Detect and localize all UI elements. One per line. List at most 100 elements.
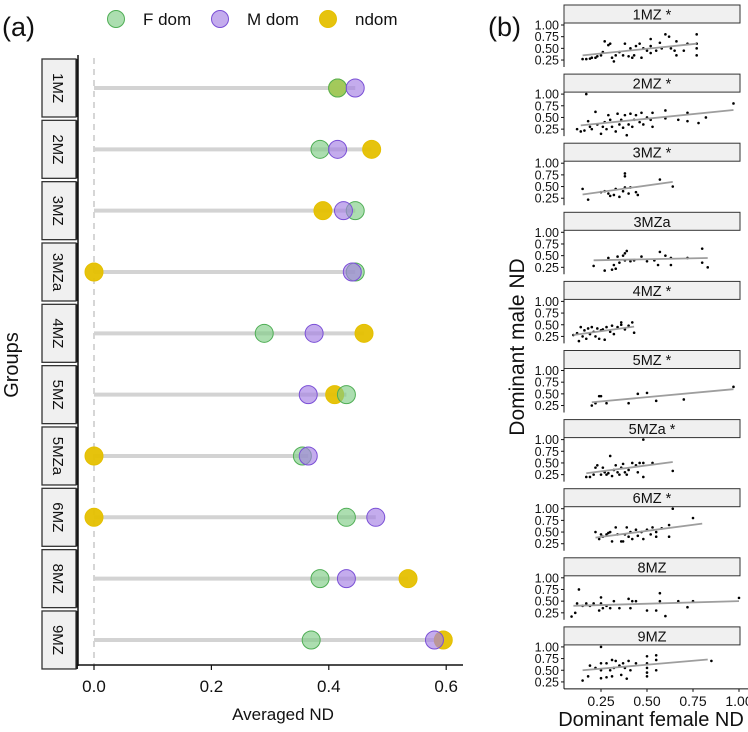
y-tick-label: 1.00 xyxy=(535,226,559,240)
data-point xyxy=(584,337,588,341)
data-point xyxy=(579,130,583,133)
data-point xyxy=(616,470,619,474)
data-point xyxy=(654,668,658,672)
y-tick-label: 0.25 xyxy=(535,675,559,689)
facet-label: 2MZ * xyxy=(633,77,672,93)
data-point xyxy=(651,125,654,129)
group-label: 3MZ xyxy=(49,196,66,226)
facet-label: 3MZa xyxy=(633,215,671,231)
y-tick-label: 1.00 xyxy=(535,571,559,585)
data-point xyxy=(581,187,584,191)
data-point xyxy=(645,675,649,678)
fit-line xyxy=(593,257,708,262)
data-point xyxy=(610,125,614,129)
y-tick-label: 0.75 xyxy=(535,583,559,597)
data-point xyxy=(623,470,627,474)
fit-line xyxy=(573,600,740,607)
data-point xyxy=(671,185,675,188)
data-point xyxy=(649,51,652,55)
data-point xyxy=(623,42,627,45)
fit-line xyxy=(582,42,697,57)
data-point xyxy=(608,530,612,534)
fit-line xyxy=(582,658,708,672)
data-point xyxy=(664,254,667,257)
y-tick-label: 0.75 xyxy=(535,376,559,390)
facet-strip xyxy=(563,4,741,24)
data-point xyxy=(573,611,577,615)
group-label: 5MZa xyxy=(49,437,66,476)
data-point xyxy=(669,47,673,50)
data-point xyxy=(640,255,643,258)
y-tick-label: 0.25 xyxy=(535,606,559,620)
data-point xyxy=(581,335,584,338)
data-point xyxy=(590,325,594,329)
data-point xyxy=(614,267,618,271)
fit-line xyxy=(580,109,734,127)
group-label: 2MZ xyxy=(49,134,66,164)
data-point xyxy=(621,254,625,257)
data-point xyxy=(607,192,610,195)
data-point xyxy=(605,325,608,329)
data-point xyxy=(710,659,713,663)
y-tick-label: 0.50 xyxy=(535,42,559,56)
data-point xyxy=(676,599,680,603)
data-point xyxy=(700,247,704,250)
data-point xyxy=(671,507,675,511)
data-point xyxy=(616,255,619,258)
fit-line xyxy=(586,461,673,475)
panel-b-label: (b) xyxy=(488,12,521,42)
x-tick-label: 0.0 xyxy=(82,677,106,696)
data-point xyxy=(627,597,630,601)
data-point xyxy=(599,533,603,536)
data-point xyxy=(601,606,605,610)
data-point xyxy=(592,602,595,605)
facet: 8MZ 1.000.750.500.25 xyxy=(535,557,741,620)
y-tick-label: 0.50 xyxy=(535,387,559,401)
data-point xyxy=(583,329,586,332)
point-m-dom xyxy=(336,569,356,589)
point-ndom xyxy=(354,323,374,343)
data-point xyxy=(627,123,630,126)
data-point xyxy=(590,404,594,407)
point-m-dom xyxy=(298,385,318,405)
data-point xyxy=(642,537,645,541)
y-tick-label: 0.75 xyxy=(535,652,559,666)
data-point xyxy=(645,391,649,395)
data-point xyxy=(697,121,700,125)
y-tick-label: 0.25 xyxy=(535,330,559,344)
data-point xyxy=(642,461,645,465)
group-row: 3MZ xyxy=(41,181,365,241)
data-point xyxy=(608,118,612,122)
data-point xyxy=(636,470,640,474)
data-point xyxy=(579,325,583,329)
y-tick-label: 0.75 xyxy=(535,99,559,113)
point-ndom xyxy=(398,569,418,589)
data-point xyxy=(588,475,592,479)
data-point xyxy=(594,56,597,59)
data-point xyxy=(610,268,614,271)
y-tick-label: 0.75 xyxy=(535,237,559,251)
data-point xyxy=(612,599,616,603)
facet: 3MZa 1.000.750.500.25 xyxy=(535,211,741,275)
panel-a-y-axis-title: Groups xyxy=(1,332,23,398)
data-point xyxy=(607,113,610,117)
data-point xyxy=(682,398,686,401)
data-point xyxy=(603,40,606,43)
point-f-dom xyxy=(310,139,330,159)
y-tick-label: 1.00 xyxy=(535,502,559,516)
data-point xyxy=(619,321,623,324)
y-tick-label: 0.25 xyxy=(535,468,559,482)
data-point xyxy=(584,92,588,96)
data-point xyxy=(605,473,608,476)
data-point xyxy=(586,198,590,201)
fit-line xyxy=(591,388,734,404)
y-tick-label: 0.25 xyxy=(535,192,559,206)
group-row: 8MZ xyxy=(41,548,418,609)
x-tick-label: 0.75 xyxy=(679,693,706,709)
point-m-dom xyxy=(328,139,348,159)
data-point xyxy=(614,463,618,467)
facet-label: 8MZ xyxy=(638,560,667,576)
point-m-dom xyxy=(333,201,353,221)
data-point xyxy=(599,54,603,57)
